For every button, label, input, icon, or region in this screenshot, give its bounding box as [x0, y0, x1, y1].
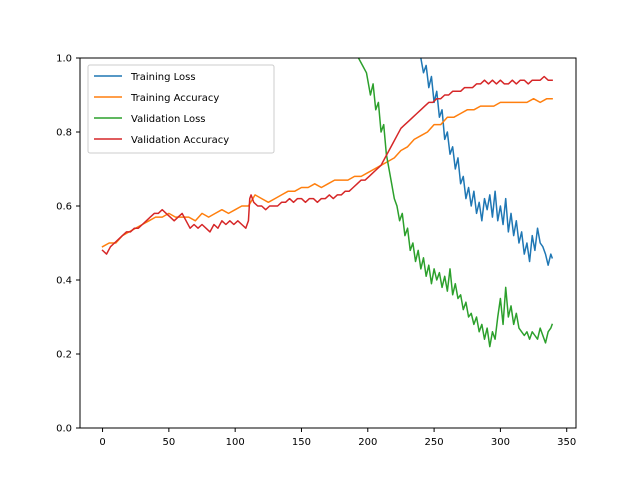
legend-label: Validation Loss [131, 114, 206, 125]
plot-frame [79, 57, 577, 429]
y-tick-label: 0.6 [56, 202, 72, 213]
x-tick-label: 300 [491, 437, 510, 448]
y-tick-label: 0.0 [56, 424, 72, 435]
legend-label: Training Accuracy [130, 93, 219, 104]
legend-item-validation-loss: Validation Loss [94, 114, 206, 125]
legend: Training Loss Training Accuracy Validation… [87, 64, 275, 154]
legend-box [87, 64, 275, 154]
legend-label: Training Loss [130, 72, 196, 83]
y-axis: 0.0 0.2 0.4 0.6 0.8 1.0 [56, 54, 80, 435]
x-axis: 0 50 100 150 200 250 300 350 [99, 428, 576, 448]
series-line-validation-accuracy [101, 75, 553, 255]
x-tick-label: 200 [358, 437, 377, 448]
y-tick-label: 0.2 [56, 350, 72, 361]
x-tick-label: 100 [226, 437, 245, 448]
series-lines-layer [101, 58, 554, 348]
x-tick-label: 350 [557, 437, 576, 448]
x-tick-label: 0 [99, 437, 105, 448]
x-tick-label: 150 [292, 437, 311, 448]
legend-item-validation-accuracy: Validation Accuracy [94, 135, 229, 146]
x-tick-label: 250 [425, 437, 444, 448]
y-tick-label: 1.0 [56, 54, 72, 65]
y-tick-label: 0.4 [56, 276, 72, 287]
legend-item-training-accuracy: Training Accuracy [94, 93, 219, 104]
series-line-validation-loss [357, 58, 554, 348]
series-line-training-loss [420, 58, 554, 266]
x-tick-label: 50 [162, 437, 175, 448]
legend-item-training-loss: Training Loss [94, 72, 196, 83]
legend-label: Validation Accuracy [131, 135, 229, 146]
y-tick-label: 0.8 [56, 128, 72, 139]
